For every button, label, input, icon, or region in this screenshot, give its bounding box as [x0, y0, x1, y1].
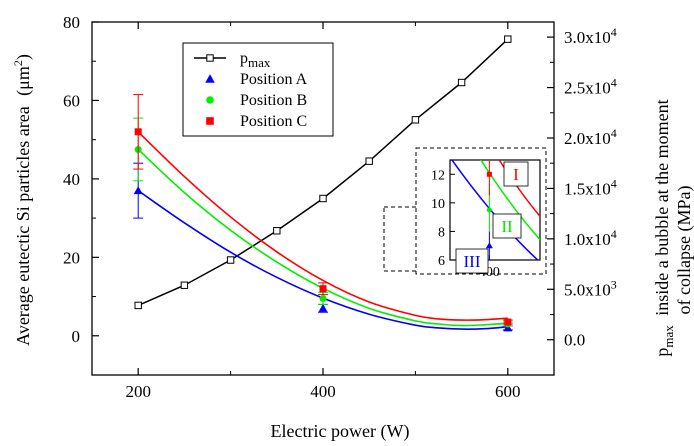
legend-item: Position A — [205, 71, 308, 88]
fit-curve — [137, 189, 508, 330]
legend-label-text: Position C — [240, 113, 307, 130]
y-right-tick-label: 5.0x103 — [564, 277, 617, 299]
y-left-tick-label: 0 — [72, 327, 81, 346]
inset-label: II — [501, 217, 513, 236]
y-axis-left-label: Average eutectic Si particles area (μm2) — [11, 54, 34, 346]
y-axis-left-label-unit-exp: 2 — [11, 60, 25, 66]
x-tick-label: 200 — [125, 382, 151, 401]
fit-curve — [137, 148, 508, 327]
series-p — [134, 35, 512, 310]
legend-label: Position B — [240, 92, 307, 109]
inset-y-tick-label: 10 — [431, 197, 445, 212]
inset-y-tick-label: 6 — [438, 254, 445, 269]
y-right-tick-label-base: 5.0x10 — [564, 280, 611, 299]
y-right-tick-label: 2.5x104 — [564, 76, 617, 98]
x-tick-label: 400 — [310, 382, 336, 401]
legend-label-text: Position A — [240, 71, 308, 88]
legend-label-text: Position B — [240, 92, 307, 109]
y-right-tick-label-base: 3.0x10 — [564, 28, 611, 47]
y-right-tick-label-exp: 3 — [611, 277, 617, 291]
y-right-tick-label-base: 2.5x10 — [564, 79, 611, 98]
inset-data-point — [485, 242, 493, 249]
data-point — [504, 35, 512, 43]
y-right-tick-label-base: 1.0x10 — [564, 230, 611, 249]
data-point — [504, 318, 512, 326]
y-right-tick-label: 0.0 — [564, 331, 585, 350]
legend-label: Position A — [240, 71, 308, 88]
inset-data-point — [486, 207, 492, 213]
y-left-tick-label: 80 — [63, 13, 80, 32]
y-right-tick-label-exp: 4 — [611, 25, 617, 39]
x-tick-label: 600 — [495, 382, 521, 401]
legend-label: Position C — [240, 113, 307, 130]
data-point — [318, 303, 328, 312]
legend-item: pmax — [194, 50, 271, 70]
inset-label-box — [503, 161, 529, 187]
y-axis-right-label-p-sub: max — [661, 325, 676, 348]
axis-ticks: 200 400 6000204060800.05.0x1031.0x1041.5x1… — [63, 13, 617, 401]
x-axis-label: Electric power (W) — [271, 421, 410, 442]
y-left-tick-label: 40 — [63, 170, 80, 189]
y-right-tick-label-exp: 4 — [611, 227, 617, 241]
inset-label-box — [492, 213, 522, 239]
inset-label: I — [513, 165, 519, 184]
inset-fit-curve — [480, 160, 540, 241]
legend-item: Position B — [206, 92, 307, 109]
inset-series — [451, 160, 540, 260]
y-axis-left-label-unit: (μm — [13, 66, 34, 96]
series-position-c — [133, 94, 513, 326]
legend-label-sub: max — [248, 55, 271, 70]
inset-y-tick-label: 8 — [438, 225, 445, 240]
y-axis-right-label-main: inside a bubble at the moment — [652, 99, 672, 315]
y-left-tick-label: 20 — [63, 248, 80, 267]
data-point — [180, 281, 189, 289]
series-layer — [133, 35, 513, 332]
data-point — [457, 78, 466, 87]
legend-marker — [205, 74, 215, 83]
y-axis-right-label-line2: of collapse (MPa) — [674, 186, 694, 315]
y-axis-right-label: pmax inside a bubble at the moment — [652, 99, 677, 356]
y-left-tick-label: 60 — [63, 91, 80, 110]
y-axis-right-label-p: p — [652, 348, 672, 357]
fit-curve — [137, 131, 508, 321]
legend-marker — [206, 117, 214, 125]
highlight-box — [383, 206, 418, 272]
data-point — [273, 227, 281, 235]
y-right-tick-label: 2.0x104 — [564, 126, 617, 148]
data-point — [226, 256, 235, 264]
data-point — [319, 285, 327, 293]
inset-data-point — [486, 171, 492, 177]
legend-marker — [206, 54, 214, 62]
y-axis-left-label-unit-close: ) — [13, 54, 34, 60]
y-right-tick-label-exp: 4 — [611, 176, 617, 190]
legend-marker — [206, 96, 214, 104]
y-right-tick-label-exp: 4 — [611, 126, 617, 140]
data-point — [365, 157, 373, 165]
legend-item: Position C — [206, 113, 307, 130]
data-point — [319, 194, 327, 203]
y-right-tick-label: 3.0x104 — [564, 25, 617, 47]
y-right-tick-label: 1.0x104 — [564, 227, 617, 249]
y-right-tick-label-base: 0.0 — [564, 331, 585, 350]
data-point — [319, 295, 327, 303]
inset-label-box — [455, 248, 489, 274]
data-point — [133, 186, 143, 195]
legend-label-text: p — [240, 50, 248, 67]
data-point — [411, 116, 420, 124]
y-right-tick-label-exp: 4 — [611, 76, 617, 90]
y-right-tick-label-base: 2.0x10 — [564, 129, 611, 148]
inset-y-tick-label: 12 — [431, 168, 445, 183]
legend-label: pmax — [240, 50, 271, 70]
data-point — [134, 128, 142, 136]
y-right-tick-label-base: 1.5x10 — [564, 179, 611, 198]
y-axis-left-label-main: Average eutectic Si particles area — [13, 106, 33, 346]
inset-label: III — [464, 252, 481, 271]
y-right-tick-label: 1.5x104 — [564, 176, 617, 198]
data-point — [134, 301, 142, 310]
